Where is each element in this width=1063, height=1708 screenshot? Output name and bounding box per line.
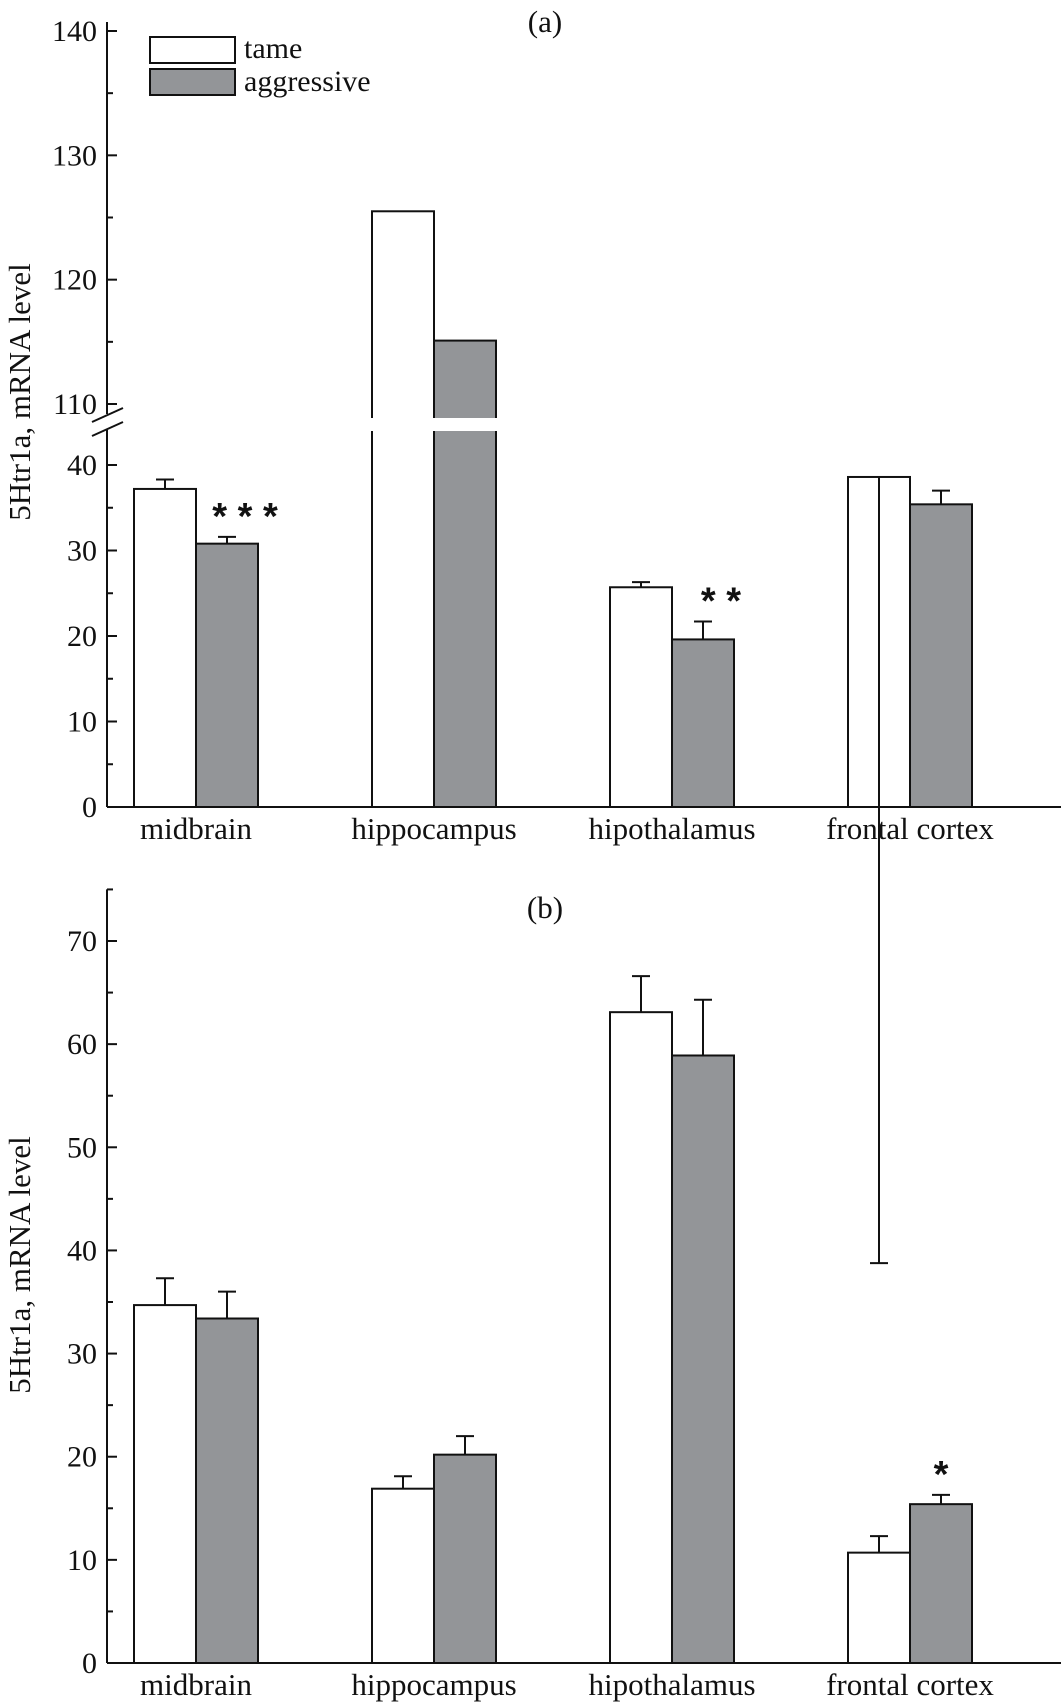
panel-b-tick-label-60: 60 (67, 1028, 97, 1061)
panel-a-significance-midbrain: * * * (212, 496, 278, 538)
panel-a-tick-label-110: 110 (53, 388, 97, 421)
panel-b-category-label-hipothalamus: hipothalamus (588, 1667, 755, 1702)
panel-b-bar-aggressive-midbrain (195, 1317, 259, 1664)
panel-b-bar-tame-hipothalamus (609, 1011, 673, 1664)
panel-a-category-label-frontal-cortex: frontal cortex (826, 811, 994, 846)
panel-a-bar-aggressive-hippocampus (433, 339, 497, 808)
legend-swatch-aggressive (149, 68, 236, 96)
panel-b-tick-label-0: 0 (82, 1647, 97, 1680)
panel-a-axes: midbrain hippocampus hipothalamus frontal c… (52, 15, 1061, 846)
panel-a: (a) 5Htr1a, mRNA level tame aggressive *… (2, 4, 1061, 1265)
panel-a-bar-aggressive-frontal-cortex (909, 503, 973, 808)
panel-a-tick-label-0: 0 (82, 791, 97, 824)
panel-b-bars: * (133, 975, 973, 1665)
panel-a-tick-label-120: 120 (52, 264, 97, 297)
panel-b-y-axis-title: 5Htr1a, mRNA level (2, 1136, 37, 1393)
panel-b-bar-tame-hippocampus (371, 1487, 435, 1665)
panel-a-bar-tame-hippocampus (371, 210, 435, 809)
panel-b-category-label-frontal-cortex: frontal cortex (826, 1667, 994, 1702)
panel-a-label: (a) (528, 4, 562, 39)
panel-a-tick-label-130: 130 (52, 139, 97, 172)
panel-a-tick-label-30: 30 (67, 535, 97, 568)
panel-b-bar-aggressive-hipothalamus (671, 1054, 735, 1664)
panel-b-bar-aggressive-frontal-cortex (909, 1503, 973, 1665)
legend-swatch-tame (149, 36, 236, 64)
panel-b-category-label-midbrain: midbrain (140, 1667, 252, 1702)
panel-a-legend: tame aggressive (149, 32, 371, 98)
panel-a-axis-break-mark-upper (91, 407, 124, 423)
legend-label-aggressive: aggressive (244, 65, 371, 98)
panel-b-bar-aggressive-hippocampus (433, 1453, 497, 1665)
panel-a-tick-label-10: 10 (67, 706, 97, 739)
panel-b-tick-label-40: 40 (67, 1234, 97, 1267)
panel-b-tick-label-20: 20 (67, 1441, 97, 1474)
panel-b-tick-label-30: 30 (67, 1338, 97, 1371)
panel-a-significance-hipothalamus: * * (701, 580, 741, 622)
panel-b-bar-tame-midbrain (133, 1304, 197, 1664)
panel-b-significance-frontal-cortex: * (934, 1454, 949, 1496)
panel-a-bar-aggressive-midbrain (195, 542, 259, 808)
panel-a-tick-label-20: 20 (67, 620, 97, 653)
panel-a-bars: * * * * * (133, 210, 973, 1265)
panel-a-category-label-hipothalamus: hipothalamus (588, 811, 755, 846)
panel-a-category-label-midbrain: midbrain (140, 811, 252, 846)
legend-label-tame: tame (244, 32, 302, 65)
panel-a-axis-break-band (360, 418, 510, 431)
panel-b: (b) 5Htr1a, mRNA level * midbrain hippoca… (2, 888, 1061, 1702)
panel-b-tick-label-10: 10 (67, 1544, 97, 1577)
panel-b-tick-label-70: 70 (67, 925, 97, 958)
panel-b-label: (b) (527, 890, 563, 925)
panel-a-tick-label-40: 40 (67, 449, 97, 482)
panel-b-category-label-hippocampus: hippocampus (351, 1667, 516, 1702)
panel-b-bar-tame-frontal-cortex (847, 1551, 911, 1664)
panel-a-y-axis-title: 5Htr1a, mRNA level (2, 263, 37, 520)
panel-a-bar-tame-hipothalamus (609, 586, 673, 809)
panel-b-axes: midbrain hippocampus hipothalamus frontal c… (67, 888, 1061, 1702)
panel-a-axis-break-mark-lower (91, 421, 124, 437)
panel-a-bar-aggressive-hipothalamus (671, 638, 735, 808)
panel-a-bar-tame-midbrain (133, 487, 197, 808)
panel-a-category-label-hippocampus: hippocampus (351, 811, 516, 846)
panel-a-tick-label-140: 140 (52, 15, 97, 48)
panel-b-tick-label-50: 50 (67, 1131, 97, 1164)
